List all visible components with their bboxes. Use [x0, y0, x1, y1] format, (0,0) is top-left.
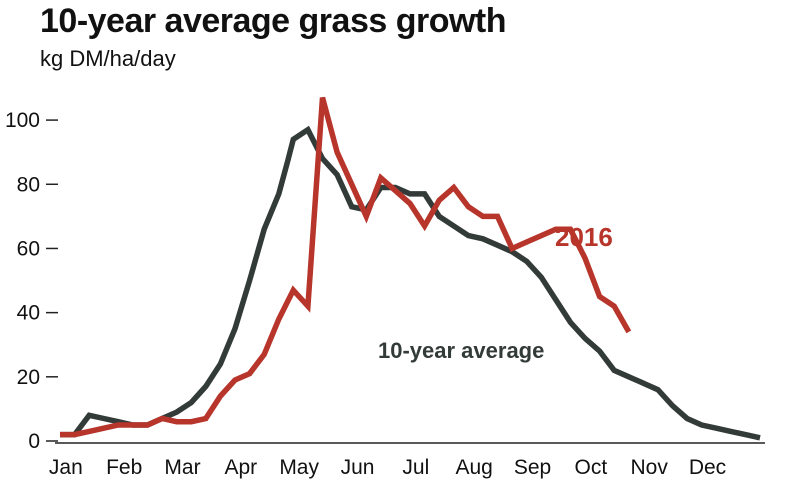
x-axis: Jan Feb Mar Apr May Jun Jul Aug Sep Oct Nov Dec — [49, 442, 765, 479]
chart-title: 10-year average grass growth — [40, 2, 507, 40]
y-tick-label: 20 — [17, 366, 40, 389]
series-label-2016: 2016 — [555, 222, 613, 252]
x-tick-label: Jul — [402, 456, 429, 479]
series-line-0 — [60, 125, 761, 441]
y-tick-label: 60 — [17, 237, 40, 260]
x-tick-label: Aug — [455, 456, 492, 479]
series-label-avg: 10-year average — [378, 338, 544, 363]
series-labels: 10-year average 2016 — [378, 222, 613, 363]
x-tick-label: Oct — [574, 456, 607, 479]
series-line-1 — [60, 96, 632, 438]
x-tick-label: Feb — [106, 456, 142, 479]
y-tick-label: 100 — [5, 109, 40, 132]
y-tick-label: 0 — [28, 430, 40, 453]
x-tick-label: Apr — [224, 456, 257, 479]
chart-subtitle: kg DM/ha/day — [40, 46, 176, 71]
y-tick-label: 80 — [17, 173, 40, 196]
x-tick-label: Nov — [630, 456, 668, 479]
y-tick-label: 40 — [17, 302, 40, 325]
x-tick-label: Jun — [341, 456, 375, 479]
x-tick-label: Sep — [514, 456, 551, 479]
x-tick-label: Mar — [164, 456, 200, 479]
x-tick-label: Dec — [689, 456, 726, 479]
x-tick-label: May — [279, 456, 319, 479]
x-tick-label: Jan — [49, 456, 83, 479]
y-axis: 0 20 40 60 80 100 — [5, 109, 58, 453]
series-group — [60, 96, 761, 441]
